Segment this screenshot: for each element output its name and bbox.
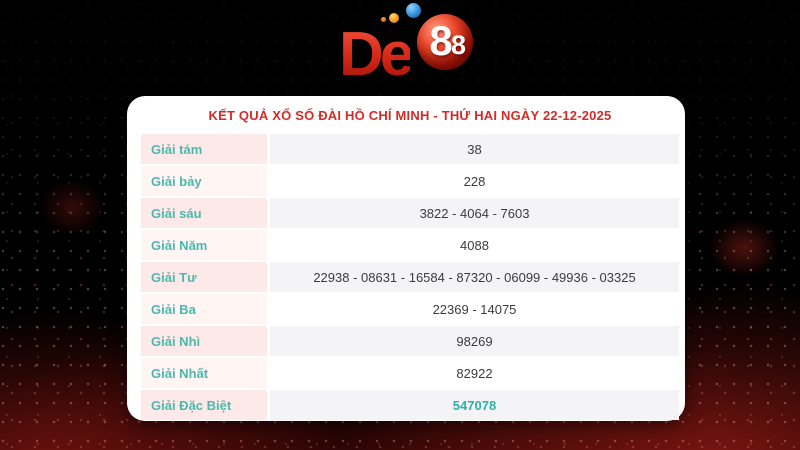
table-row: Giải sáu 3822 - 4064 - 7603 [141, 198, 679, 228]
de88-logo[interactable]: De 8 8 [325, 0, 475, 95]
prize-label: Giải bảy [141, 166, 267, 196]
logo-eight-large: 8 [429, 17, 453, 64]
prize-label: Giải Ba [141, 294, 267, 324]
table-row: Giải Ba 22369 - 14075 [141, 294, 679, 324]
result-title: KẾT QUẢ XỔ SỐ ĐÀI HỒ CHÍ MINH - THỨ HAI … [208, 108, 612, 123]
prize-value: 22938 - 08631 - 16584 - 87320 - 06099 - … [270, 262, 679, 292]
logo-orange-ball-icon [389, 13, 399, 23]
prize-value: 4088 [270, 230, 679, 260]
prize-value: 547078 [270, 390, 679, 420]
prize-label: Giải Nhì [141, 326, 267, 356]
prize-label: Giải Nhất [141, 358, 267, 388]
logo-small-orange-ball-icon [381, 17, 386, 22]
prize-label: Giải Đặc Biệt [141, 390, 267, 420]
table-row: Giải tám 38 [141, 134, 679, 164]
table-row: Giải Nhất 82922 [141, 358, 679, 388]
prize-label: Giải tám [141, 134, 267, 164]
table-row: Giải Tư 22938 - 08631 - 16584 - 87320 - … [141, 262, 679, 292]
prize-label: Giải Tư [141, 262, 267, 292]
logo-blue-ball-icon [406, 3, 421, 18]
logo-text-de: De [339, 20, 414, 89]
table-row: Giải Nhì 98269 [141, 326, 679, 356]
table-row: Giải Đặc Biệt 547078 [141, 390, 679, 420]
prize-value: 82922 [270, 358, 679, 388]
prize-value: 228 [270, 166, 679, 196]
prize-table: Giải tám 38 Giải bảy 228 Giải sáu 3822 -… [141, 134, 679, 420]
lottery-result-card: KẾT QUẢ XỔ SỐ ĐÀI HỒ CHÍ MINH - THỨ HAI … [127, 96, 685, 421]
prize-value: 3822 - 4064 - 7603 [270, 198, 679, 228]
prize-value: 22369 - 14075 [270, 294, 679, 324]
table-row: Giải Năm 4088 [141, 230, 679, 260]
logo-red-ball-icon: 8 [417, 14, 473, 70]
prize-label: Giải sáu [141, 198, 267, 228]
prize-value: 38 [270, 134, 679, 164]
prize-label: Giải Năm [141, 230, 267, 260]
table-row: Giải bảy 228 [141, 166, 679, 196]
prize-value: 98269 [270, 326, 679, 356]
logo-eight-small: 8 [451, 30, 467, 60]
